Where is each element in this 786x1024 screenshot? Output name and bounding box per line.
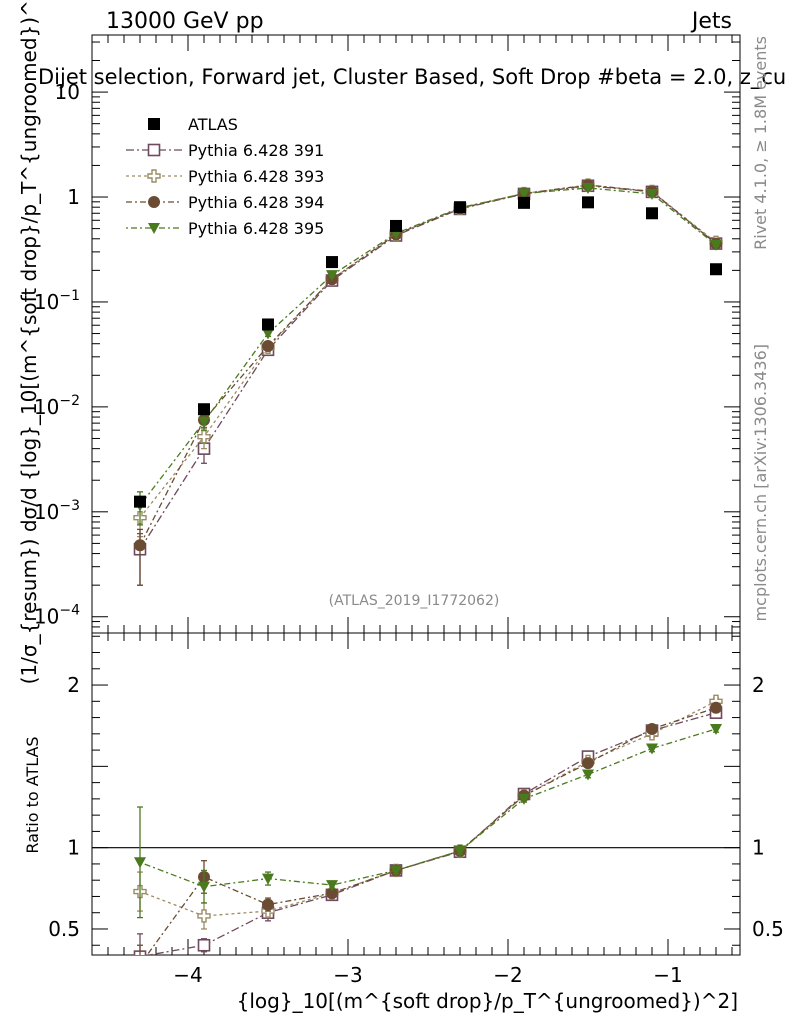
y-tick-label-right: 2 bbox=[752, 673, 765, 697]
ratio-axis-ticks bbox=[91, 633, 740, 955]
series-line bbox=[146, 707, 717, 955]
data-point bbox=[262, 318, 274, 331]
legend-entry: ATLAS bbox=[148, 115, 238, 134]
data-point bbox=[646, 188, 658, 200]
data-point bbox=[646, 722, 658, 735]
series-line bbox=[139, 184, 717, 519]
legend-marker bbox=[148, 223, 160, 234]
data-point bbox=[134, 495, 146, 508]
data-point bbox=[646, 743, 658, 755]
data-point bbox=[454, 201, 466, 214]
data-point bbox=[326, 256, 338, 269]
data-point bbox=[262, 340, 274, 353]
data-point bbox=[390, 219, 402, 232]
legend-entry: Pythia 6.428 395 bbox=[126, 219, 324, 238]
ratio-y-axis-title: Ratio to ATLAS bbox=[23, 736, 42, 853]
mcplots-label: mcplots.cern.ch [arXiv:1306.3436] bbox=[751, 344, 770, 621]
energy-label: 13000 GeV pp bbox=[106, 9, 264, 34]
jets-label: Jets bbox=[690, 9, 732, 34]
x-tick-label: −4 bbox=[173, 963, 202, 987]
data-point bbox=[197, 429, 211, 444]
series-line bbox=[139, 184, 717, 546]
legend-label: Pythia 6.428 393 bbox=[188, 167, 324, 186]
legend-entry: Pythia 6.428 393 bbox=[126, 167, 324, 186]
legend-entry: Pythia 6.428 391 bbox=[126, 141, 324, 160]
data-point bbox=[710, 723, 722, 735]
y-tick-label-right: 0.5 bbox=[752, 917, 784, 941]
series-pythia-6-428-391 bbox=[133, 179, 723, 586]
main-data-layer bbox=[133, 178, 723, 586]
y-tick-label: 1 bbox=[67, 185, 80, 209]
series-line bbox=[139, 187, 717, 506]
data-point bbox=[198, 881, 210, 893]
x-axis-title: {log}_10[(m^{soft drop}/p_T^{ungroomed})… bbox=[237, 989, 738, 1013]
data-point bbox=[197, 909, 211, 923]
data-point bbox=[326, 270, 338, 282]
y-tick-label: 2 bbox=[67, 673, 80, 697]
data-point bbox=[390, 865, 402, 877]
legend-marker bbox=[147, 143, 161, 157]
data-point bbox=[582, 182, 594, 194]
analysis-watermark: (ATLAS_2019_I1772062) bbox=[329, 593, 500, 609]
data-point bbox=[518, 793, 530, 805]
ratio-panel-frame bbox=[91, 632, 741, 956]
legend-label: Pythia 6.428 394 bbox=[188, 193, 324, 212]
x-tick-label: −3 bbox=[333, 963, 362, 987]
series-line bbox=[139, 700, 717, 917]
series-pythia-6-428-391 bbox=[133, 706, 723, 955]
data-point bbox=[262, 898, 274, 911]
data-point bbox=[646, 207, 658, 220]
series-line bbox=[139, 185, 717, 550]
rivet-label: Rivet 4.1.0, ≥ 1.8M events bbox=[751, 36, 770, 250]
legend-marker bbox=[148, 118, 160, 130]
data-point bbox=[262, 328, 274, 340]
series-pythia-6-428-393 bbox=[133, 694, 723, 930]
ratio-data-layer bbox=[92, 694, 740, 971]
data-point bbox=[134, 959, 146, 971]
data-point bbox=[134, 857, 146, 869]
y-tick-label: 10 bbox=[55, 80, 80, 104]
ratio-y-tick-labels: 0.5 0.5 1 1 2 2 bbox=[48, 673, 784, 941]
data-point bbox=[197, 938, 211, 952]
y-tick-label: 10−4 bbox=[34, 603, 80, 629]
data-point bbox=[326, 880, 338, 892]
data-point bbox=[326, 887, 338, 900]
data-point bbox=[134, 539, 146, 552]
y-tick-label: 1 bbox=[67, 836, 80, 860]
legend-label: ATLAS bbox=[188, 115, 238, 134]
legend-label: Pythia 6.428 395 bbox=[188, 219, 324, 238]
data-point bbox=[710, 239, 722, 251]
legend-entry: Pythia 6.428 394 bbox=[126, 193, 324, 212]
y-tick-label-right: 1 bbox=[752, 836, 765, 860]
legend: ATLAS Pythia 6.428 391 Pythia 6.428 393 Pyt… bbox=[126, 115, 324, 238]
data-point bbox=[454, 845, 466, 857]
legend-marker bbox=[147, 169, 161, 183]
legend-marker bbox=[148, 196, 160, 208]
data-point bbox=[518, 196, 530, 209]
x-tick-label: −1 bbox=[653, 963, 682, 987]
data-point bbox=[262, 873, 274, 885]
series-atlas bbox=[134, 196, 722, 508]
x-tick-label: −2 bbox=[493, 963, 522, 987]
series-line bbox=[139, 728, 717, 888]
series-pythia-6-428-394 bbox=[134, 701, 722, 971]
series-pythia-6-428-395 bbox=[134, 723, 722, 919]
data-point bbox=[198, 403, 210, 416]
series-pythia-6-428-394 bbox=[134, 179, 722, 586]
data-point bbox=[582, 757, 594, 770]
data-point bbox=[582, 769, 594, 781]
data-point bbox=[710, 263, 722, 276]
data-point bbox=[582, 196, 594, 209]
data-point bbox=[198, 416, 210, 428]
y-tick-label: 0.5 bbox=[48, 917, 80, 941]
selection-title: Dijet selection, Forward jet, Cluster Ba… bbox=[38, 65, 786, 90]
legend-label: Pythia 6.428 391 bbox=[188, 141, 324, 160]
data-point bbox=[710, 701, 722, 714]
main-axis-ticks bbox=[91, 35, 740, 634]
series-line bbox=[145, 712, 717, 955]
data-point bbox=[518, 188, 530, 200]
main-y-axis-title: (1/σ_{resum}) dσ/d {log}_10[(m^{soft dro… bbox=[17, 0, 41, 684]
